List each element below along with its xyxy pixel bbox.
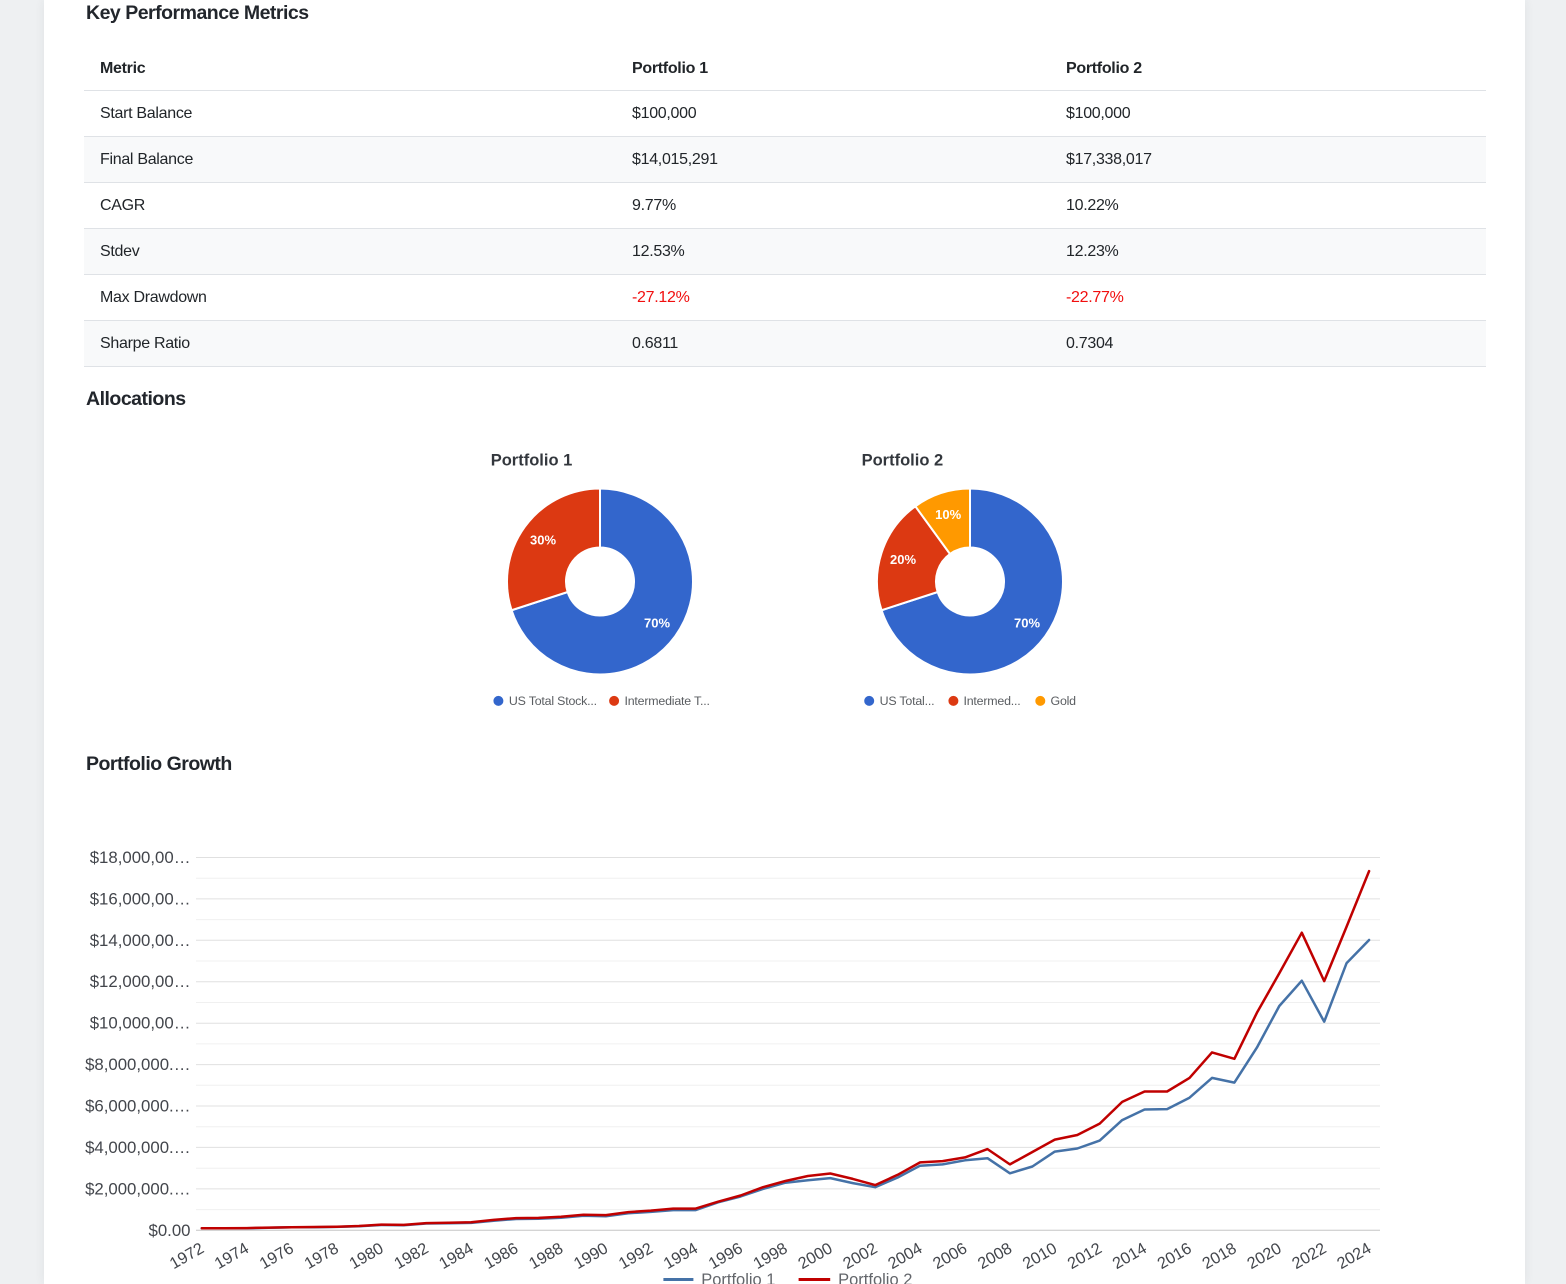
svg-text:Gold: Gold: [1051, 694, 1077, 708]
svg-text:$16,000,00…: $16,000,00…: [90, 889, 191, 908]
svg-text:Intermed...: Intermed...: [964, 694, 1021, 708]
svg-text:1986: 1986: [481, 1239, 521, 1273]
svg-text:Portfolio 2: Portfolio 2: [838, 1271, 912, 1284]
svg-text:US Total Stock...: US Total Stock...: [509, 694, 597, 708]
svg-text:1992: 1992: [616, 1239, 656, 1273]
svg-text:2004: 2004: [885, 1239, 925, 1273]
svg-text:Portfolio 1: Portfolio 1: [491, 452, 573, 470]
svg-text:1990: 1990: [571, 1239, 611, 1273]
svg-text:10%: 10%: [935, 507, 961, 522]
svg-text:70%: 70%: [644, 615, 670, 630]
svg-text:2022: 2022: [1289, 1239, 1329, 1273]
svg-text:$4,000,000.…: $4,000,000.…: [85, 1138, 190, 1157]
svg-text:Portfolio 2: Portfolio 2: [862, 452, 944, 470]
svg-text:1998: 1998: [750, 1239, 790, 1273]
svg-text:$14,000,00…: $14,000,00…: [90, 931, 191, 950]
svg-text:2014: 2014: [1109, 1239, 1149, 1273]
svg-text:2000: 2000: [795, 1239, 835, 1273]
svg-text:30%: 30%: [530, 533, 556, 548]
svg-text:1984: 1984: [436, 1239, 476, 1273]
svg-text:1972: 1972: [167, 1239, 207, 1273]
svg-text:$2,000,000.…: $2,000,000.…: [85, 1179, 190, 1198]
svg-text:1974: 1974: [212, 1239, 252, 1273]
svg-text:2012: 2012: [1065, 1239, 1105, 1273]
svg-text:2020: 2020: [1244, 1239, 1284, 1273]
svg-text:1982: 1982: [391, 1239, 431, 1273]
svg-text:$18,000,00…: $18,000,00…: [90, 848, 191, 867]
svg-text:1988: 1988: [526, 1239, 566, 1273]
svg-text:2024: 2024: [1334, 1239, 1374, 1273]
svg-text:2018: 2018: [1199, 1239, 1239, 1273]
svg-text:2016: 2016: [1154, 1239, 1194, 1273]
svg-text:2010: 2010: [1020, 1239, 1060, 1273]
svg-text:2008: 2008: [975, 1239, 1015, 1273]
svg-text:$6,000,000.…: $6,000,000.…: [85, 1097, 190, 1116]
svg-text:20%: 20%: [890, 552, 916, 567]
svg-text:70%: 70%: [1014, 615, 1040, 630]
svg-text:1978: 1978: [301, 1239, 341, 1273]
svg-text:$8,000,000.…: $8,000,000.…: [85, 1055, 190, 1074]
svg-text:2006: 2006: [930, 1239, 970, 1273]
svg-text:Intermediate T...: Intermediate T...: [625, 694, 710, 708]
svg-text:1976: 1976: [256, 1239, 296, 1273]
svg-text:1994: 1994: [661, 1239, 701, 1273]
svg-text:$10,000,00…: $10,000,00…: [90, 1014, 191, 1033]
svg-text:$0.00: $0.00: [149, 1221, 191, 1240]
svg-text:$12,000,00…: $12,000,00…: [90, 972, 191, 991]
svg-text:Portfolio 1: Portfolio 1: [701, 1271, 775, 1284]
svg-text:US Total...: US Total...: [880, 694, 935, 708]
svg-text:1996: 1996: [705, 1239, 745, 1273]
svg-text:1980: 1980: [346, 1239, 386, 1273]
svg-text:2002: 2002: [840, 1239, 880, 1273]
